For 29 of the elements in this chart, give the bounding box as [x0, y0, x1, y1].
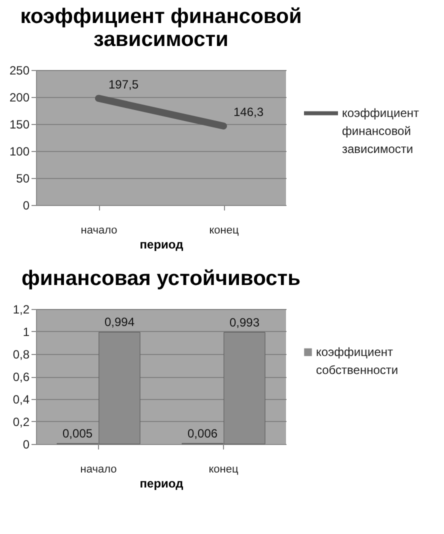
y-tick-label: 0 [22, 198, 30, 212]
y-tick-label: 0,4 [12, 392, 30, 406]
y-tick-label: 0,2 [12, 415, 30, 429]
legend-label: коэффициент собственности [316, 345, 398, 378]
data-label: 146,3 [234, 105, 264, 119]
x-tick-label: начало [80, 464, 117, 476]
chart-title: финансовая устойчивость [22, 267, 301, 290]
x-tick-label: конец [208, 464, 239, 476]
data-label: 197,5 [108, 77, 139, 92]
chart-title: коэффициент финансовой зависимости [20, 5, 302, 51]
y-tick-label: 1 [22, 325, 30, 339]
y-tick-label: 150 [9, 118, 30, 132]
y-tick-label: 200 [9, 90, 30, 104]
legend-label: коэффициент финансовой зависимости [342, 106, 420, 156]
y-tick-label: 0,8 [12, 348, 30, 362]
x-tick-label: начало [80, 224, 118, 236]
y-tick-label: 50 [16, 172, 30, 186]
y-tick-label: 0,6 [12, 370, 30, 384]
data-label: 0,006 [188, 426, 218, 440]
x-tick-label: конец [209, 224, 240, 236]
data-label: 0,005 [62, 426, 93, 440]
y-tick-label: 1,2 [12, 302, 30, 316]
data-label: 0,993 [229, 315, 260, 330]
y-tick-label: 250 [9, 64, 30, 78]
y-tick-label: 100 [9, 144, 30, 158]
data-label: 0,994 [104, 315, 135, 330]
x-axis-title: период [140, 238, 184, 252]
x-axis-title: период [140, 476, 184, 490]
y-tick-label: 0 [22, 438, 30, 452]
